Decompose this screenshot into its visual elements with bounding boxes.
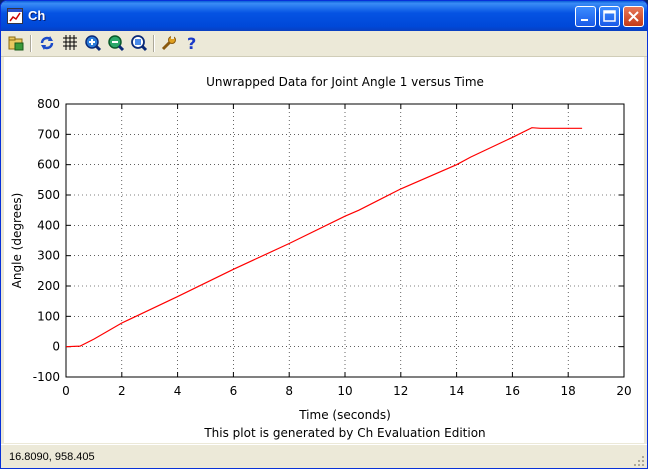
x-tick-label: 16 [505, 384, 520, 398]
x-tick-label: 10 [337, 384, 352, 398]
resize-grip-icon[interactable] [633, 455, 645, 467]
y-tick-label: 600 [37, 158, 60, 172]
refresh-icon[interactable] [38, 34, 56, 52]
title-bar[interactable]: Ch [1, 1, 647, 31]
cursor-coordinates: 16.8090, 958.405 [9, 451, 95, 463]
y-tick-label: -100 [33, 370, 60, 384]
svg-text:?: ? [187, 34, 196, 52]
maximize-button[interactable] [599, 6, 620, 27]
data-series-line [65, 127, 583, 348]
chart-title: Unwrapped Data for Joint Angle 1 versus … [206, 75, 484, 89]
x-axis-label: Time (seconds) [298, 408, 391, 422]
zoom-in-icon[interactable] [84, 34, 102, 52]
plot-footer: This plot is generated by Ch Evaluation … [203, 426, 485, 440]
options-wrench-icon[interactable] [160, 34, 178, 52]
y-tick-label: 800 [37, 97, 60, 111]
toolbar-separator [30, 35, 32, 52]
window-title: Ch [28, 8, 46, 23]
x-tick-label: 0 [62, 384, 70, 398]
status-bar: 16.8090, 958.405 [1, 444, 647, 468]
y-tick-label: 0 [52, 340, 60, 354]
x-tick-label: 18 [561, 384, 576, 398]
open-icon[interactable] [7, 34, 25, 52]
y-tick-label: 500 [37, 188, 60, 202]
x-tick-label: 8 [285, 384, 293, 398]
minimize-button[interactable] [575, 6, 596, 27]
toolbar: ? [1, 31, 647, 57]
plot-area[interactable]: 0 2 4 6 8 10 12 14 16 18 20 -100 0 100 200 300 400 500 600… [4, 57, 644, 443]
x-tick-label: 12 [393, 384, 408, 398]
x-tick-label: 14 [449, 384, 464, 398]
y-tick-label: 100 [37, 309, 60, 323]
help-icon[interactable]: ? [183, 34, 201, 52]
y-tick-label: 400 [37, 218, 60, 232]
y-axis-label: Angle (degrees) [10, 193, 24, 289]
zoom-out-icon[interactable] [107, 34, 125, 52]
zoom-reset-icon[interactable] [130, 34, 148, 52]
x-tick-label: 6 [230, 384, 238, 398]
y-tick-label: 300 [37, 249, 60, 263]
grid-icon[interactable] [61, 34, 79, 52]
x-tick-label: 2 [118, 384, 126, 398]
x-tick-label: 20 [616, 384, 631, 398]
toolbar-separator [153, 35, 155, 52]
y-tick-label: 700 [37, 127, 60, 141]
line-chart: 0 2 4 6 8 10 12 14 16 18 20-1000100200300400500600… [10, 75, 632, 440]
y-tick-label: 200 [37, 279, 60, 293]
app-icon [7, 8, 23, 24]
x-tick-label: 4 [174, 384, 182, 398]
close-button[interactable] [623, 6, 644, 27]
